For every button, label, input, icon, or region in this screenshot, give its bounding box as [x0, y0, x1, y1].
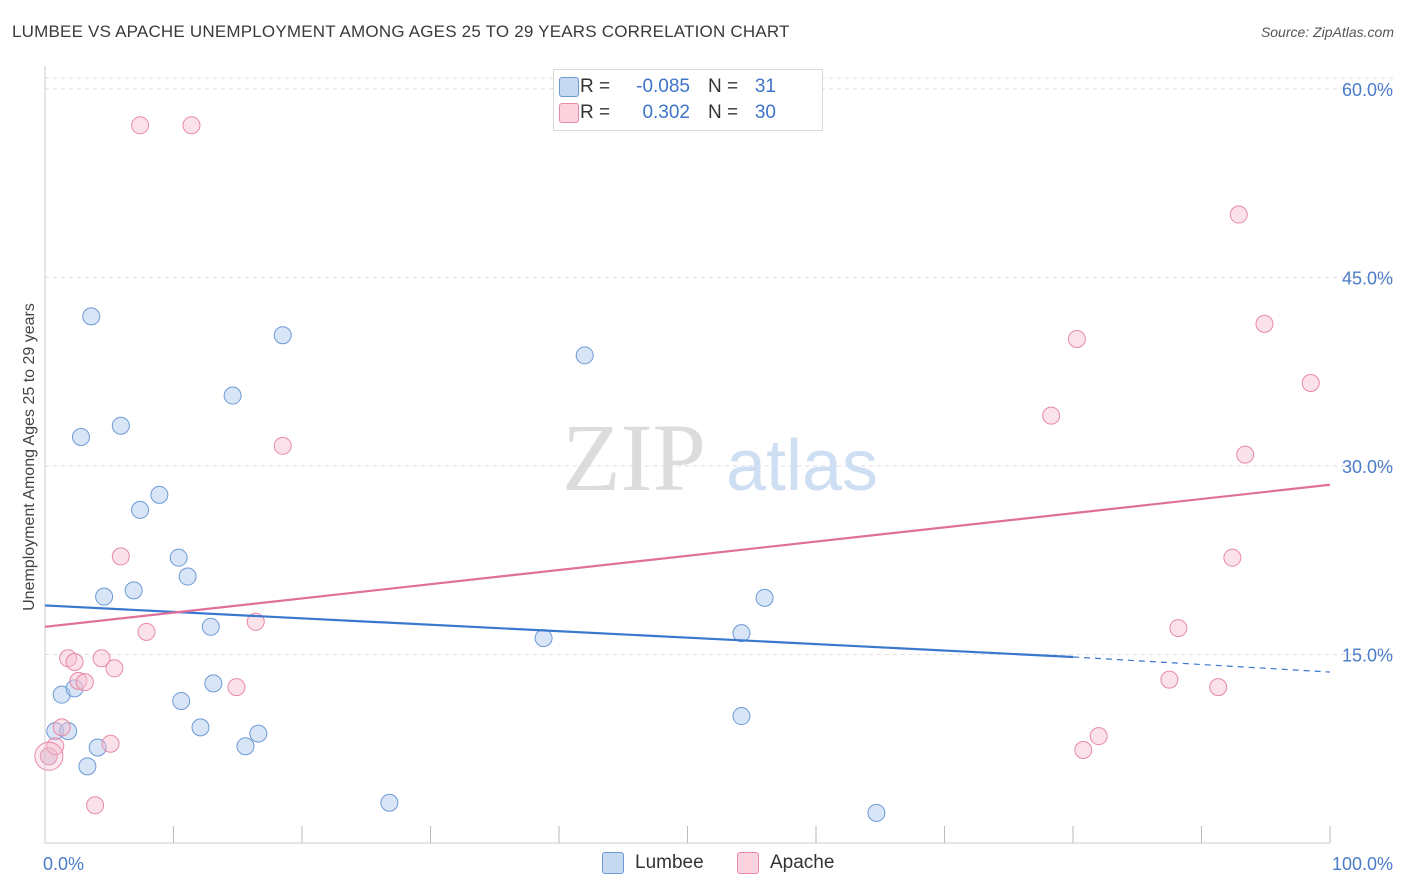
- r-label: R =: [580, 102, 611, 123]
- data-point: [1089, 727, 1108, 746]
- lumbee-swatch: [559, 77, 579, 97]
- data-point: [150, 485, 169, 504]
- data-point: [191, 718, 210, 737]
- data-point: [172, 691, 191, 710]
- x-tick-label: 100.0%: [1332, 854, 1393, 874]
- y-tick-label: 60.0%: [1342, 80, 1393, 100]
- data-point: [201, 617, 220, 636]
- gridlines: [45, 77, 1395, 655]
- legend-item-apache[interactable]: Apache: [737, 852, 834, 874]
- trend-line-extension-lumbee: [1072, 656, 1331, 673]
- data-point: [101, 734, 120, 753]
- data-point: [223, 386, 242, 405]
- data-point: [732, 624, 751, 643]
- data-point: [755, 588, 774, 607]
- data-point: [111, 416, 130, 435]
- data-point: [227, 678, 246, 697]
- data-point: [75, 673, 94, 692]
- source-credit: Source: ZipAtlas.com: [1260, 24, 1394, 40]
- stats-legend: R = -0.085 N = 31 R = 0.302 N = 30: [553, 69, 823, 131]
- data-point: [534, 629, 553, 648]
- lumbee-legend-swatch: [602, 852, 624, 874]
- data-point: [137, 622, 156, 641]
- data-point: [1229, 205, 1248, 224]
- r-value: -0.085: [636, 76, 690, 97]
- data-point: [105, 659, 124, 678]
- apache-legend-swatch: [737, 852, 759, 874]
- y-tick-label: 30.0%: [1342, 457, 1393, 477]
- legend-item-lumbee[interactable]: Lumbee: [602, 852, 704, 874]
- data-points: [34, 116, 1320, 822]
- stats-row-lumbee: R = -0.085 N = 31: [559, 75, 776, 99]
- data-point: [131, 116, 150, 135]
- data-point: [1255, 314, 1274, 333]
- watermark-zip: ZIP: [562, 404, 706, 511]
- axes: [44, 66, 1331, 844]
- data-point: [69, 671, 88, 690]
- data-point: [273, 326, 292, 345]
- data-point: [178, 567, 197, 586]
- trend-line-apache: [44, 483, 1331, 628]
- y-tick-label: 45.0%: [1342, 268, 1393, 288]
- y-tick-label: 15.0%: [1342, 645, 1393, 665]
- chart-title: LUMBEE VS APACHE UNEMPLOYMENT AMONG AGES…: [12, 22, 790, 41]
- data-point: [1209, 678, 1228, 697]
- data-point: [1223, 548, 1242, 567]
- data-point: [380, 793, 399, 812]
- data-point: [236, 737, 255, 756]
- data-point: [1169, 619, 1188, 638]
- data-point: [1074, 740, 1093, 759]
- series-legend: Lumbee Apache: [0, 852, 1406, 878]
- r-label: R =: [580, 76, 611, 97]
- series-apache: [39, 116, 1320, 815]
- data-point: [95, 587, 114, 606]
- series-lumbee: [39, 307, 886, 822]
- data-point: [86, 796, 105, 815]
- trend-line-lumbee: [44, 604, 1074, 659]
- n-label: N =: [708, 76, 739, 97]
- x-tick-label: 0.0%: [43, 854, 84, 874]
- data-point: [1067, 329, 1086, 348]
- legend-label-apache: Apache: [770, 852, 835, 873]
- data-point-cluster: [34, 741, 64, 771]
- watermark-atlas: atlas: [726, 426, 878, 506]
- data-point: [39, 747, 58, 766]
- trend-lines: [44, 483, 1331, 673]
- tick-labels: 15.0% 30.0% 45.0% 60.0% 0.0% 100.0%: [43, 80, 1393, 874]
- data-point: [273, 436, 292, 455]
- data-point: [1301, 373, 1320, 392]
- data-point: [92, 649, 111, 668]
- data-point: [204, 674, 223, 693]
- apache-swatch: [559, 103, 579, 123]
- data-point: [182, 116, 201, 135]
- data-point: [246, 612, 265, 631]
- data-point: [131, 500, 150, 519]
- n-label: N =: [708, 102, 739, 123]
- data-point: [169, 548, 188, 567]
- data-point: [82, 307, 101, 326]
- data-point: [111, 547, 130, 566]
- legend-label-lumbee: Lumbee: [635, 852, 704, 873]
- data-point: [867, 803, 886, 822]
- data-point: [1042, 406, 1061, 425]
- data-point: [575, 346, 594, 365]
- data-point: [78, 757, 97, 776]
- n-value: 31: [754, 76, 776, 97]
- data-point: [732, 707, 751, 726]
- data-point: [1236, 445, 1255, 464]
- data-point: [1160, 670, 1179, 689]
- stats-row-apache: R = 0.302 N = 30: [559, 101, 776, 125]
- watermark: ZIP atlas: [562, 404, 878, 511]
- data-point: [71, 428, 90, 447]
- data-point: [124, 581, 143, 600]
- data-point: [65, 653, 84, 672]
- n-value: 30: [754, 102, 776, 123]
- data-point: [249, 724, 268, 743]
- r-value: 0.302: [642, 102, 690, 123]
- data-point: [52, 718, 71, 737]
